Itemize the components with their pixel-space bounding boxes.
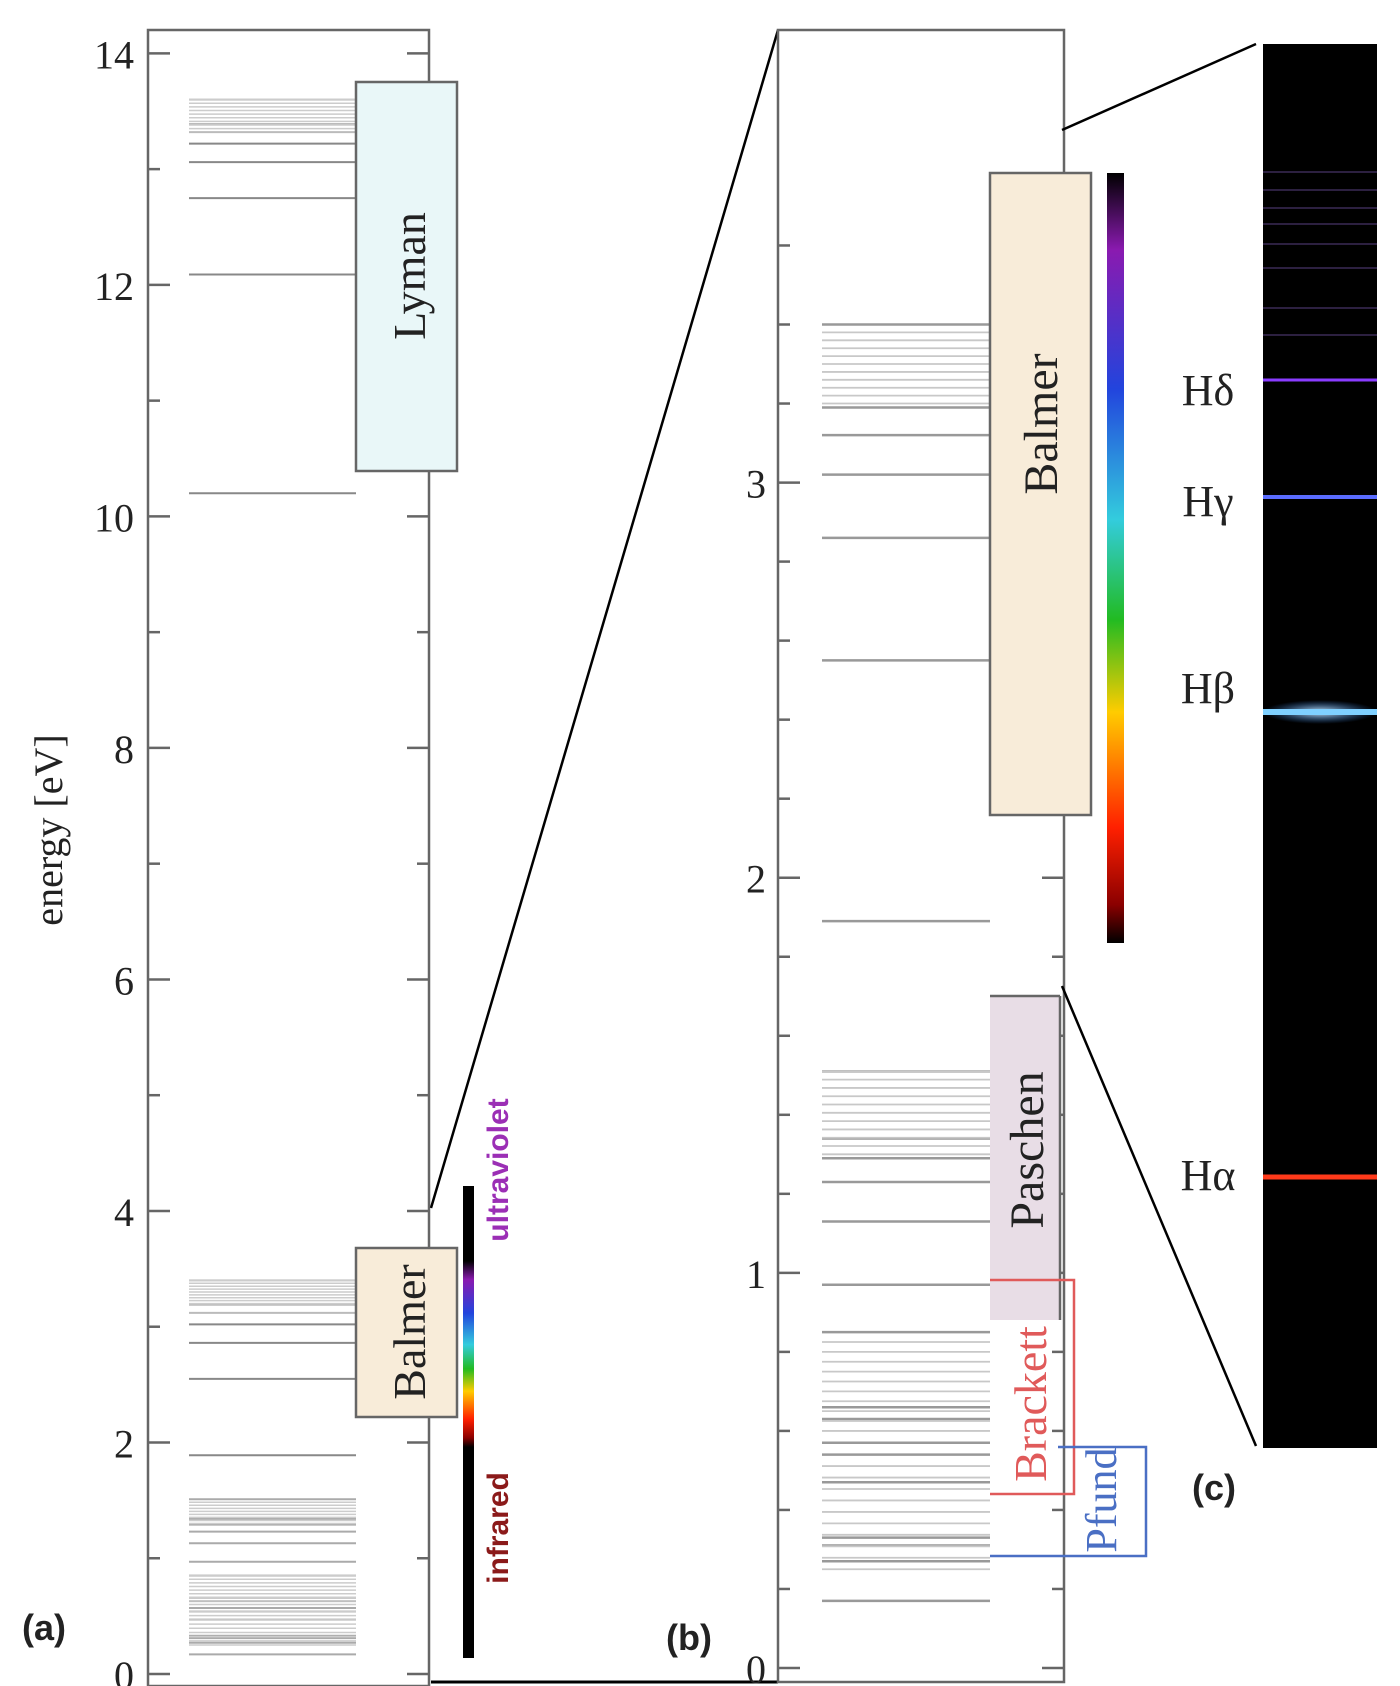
paschen-label: Paschen <box>1001 1071 1054 1228</box>
balmer-label-a: Balmer <box>384 1264 435 1399</box>
panel-c: Hδ Hγ Hβ Hα (c) <box>1181 44 1377 1508</box>
emission-lines <box>1263 171 1377 1180</box>
h-delta-label: Hδ <box>1182 366 1235 415</box>
tick-label-a: 6 <box>114 958 134 1003</box>
spectrum-strip-a-visible <box>463 1261 474 1447</box>
panel-b-energy-levels <box>822 323 990 1603</box>
spectrum-strip-b <box>1107 173 1124 943</box>
tick-label-a: 2 <box>114 1421 134 1466</box>
h-alpha-label: Hα <box>1181 1151 1236 1200</box>
panel-b-label: (b) <box>666 1617 712 1658</box>
panel-b-ticks: 0 1 2 3 <box>746 244 1064 1686</box>
pfund-label: Pfund <box>1077 1447 1126 1552</box>
h-gamma-label: Hγ <box>1182 477 1233 526</box>
panel-a-label: (a) <box>22 1607 66 1648</box>
brackett-box <box>990 1278 1076 1496</box>
y-axis-label: energy [eV] <box>26 734 71 925</box>
pfund-box <box>990 1445 1148 1558</box>
tick-label-b: 0 <box>746 1647 766 1686</box>
panel-a: 0 2 4 6 8 10 12 14 Lyman Balmer ultraviolet inf… <box>22 28 515 1686</box>
tick-label-a: 4 <box>114 1190 134 1235</box>
tick-label-a: 10 <box>94 495 134 540</box>
paschen-box <box>990 996 1060 1320</box>
tick-label-a: 0 <box>114 1653 134 1686</box>
ultraviolet-label: ultraviolet <box>482 1098 515 1241</box>
zoom-connector-c-bottom <box>1060 985 1258 1447</box>
infrared-label: infrared <box>482 1472 515 1584</box>
balmer-box-b <box>988 171 1093 817</box>
balmer-box-a <box>354 1246 459 1419</box>
tick-label-a: 8 <box>114 727 134 772</box>
panel-a-frame <box>146 28 431 1686</box>
panel-b: 0 1 2 3 Balmer Paschen Brackett Pfund (b) <box>666 28 1148 1686</box>
zoom-connector-top <box>429 29 780 1209</box>
panel-b-frame <box>776 28 1066 1684</box>
tick-label-b: 2 <box>746 857 766 902</box>
tick-label-b: 1 <box>746 1252 766 1297</box>
tick-label-a: 12 <box>94 264 134 309</box>
panel-c-label: (c) <box>1192 1467 1236 1508</box>
zoom-connector-c-top <box>1061 42 1257 132</box>
lyman-label: Lyman <box>384 212 435 340</box>
h-beta-label: Hβ <box>1181 664 1235 713</box>
tick-label-a: 14 <box>94 32 134 77</box>
balmer-label-b: Balmer <box>1015 353 1068 494</box>
lyman-box <box>354 80 459 473</box>
emission-spectrum-panel <box>1263 44 1377 1448</box>
tick-label-b: 3 <box>746 462 766 507</box>
brackett-label: Brackett <box>1005 1326 1056 1482</box>
panel-a-energy-levels <box>189 98 356 1656</box>
